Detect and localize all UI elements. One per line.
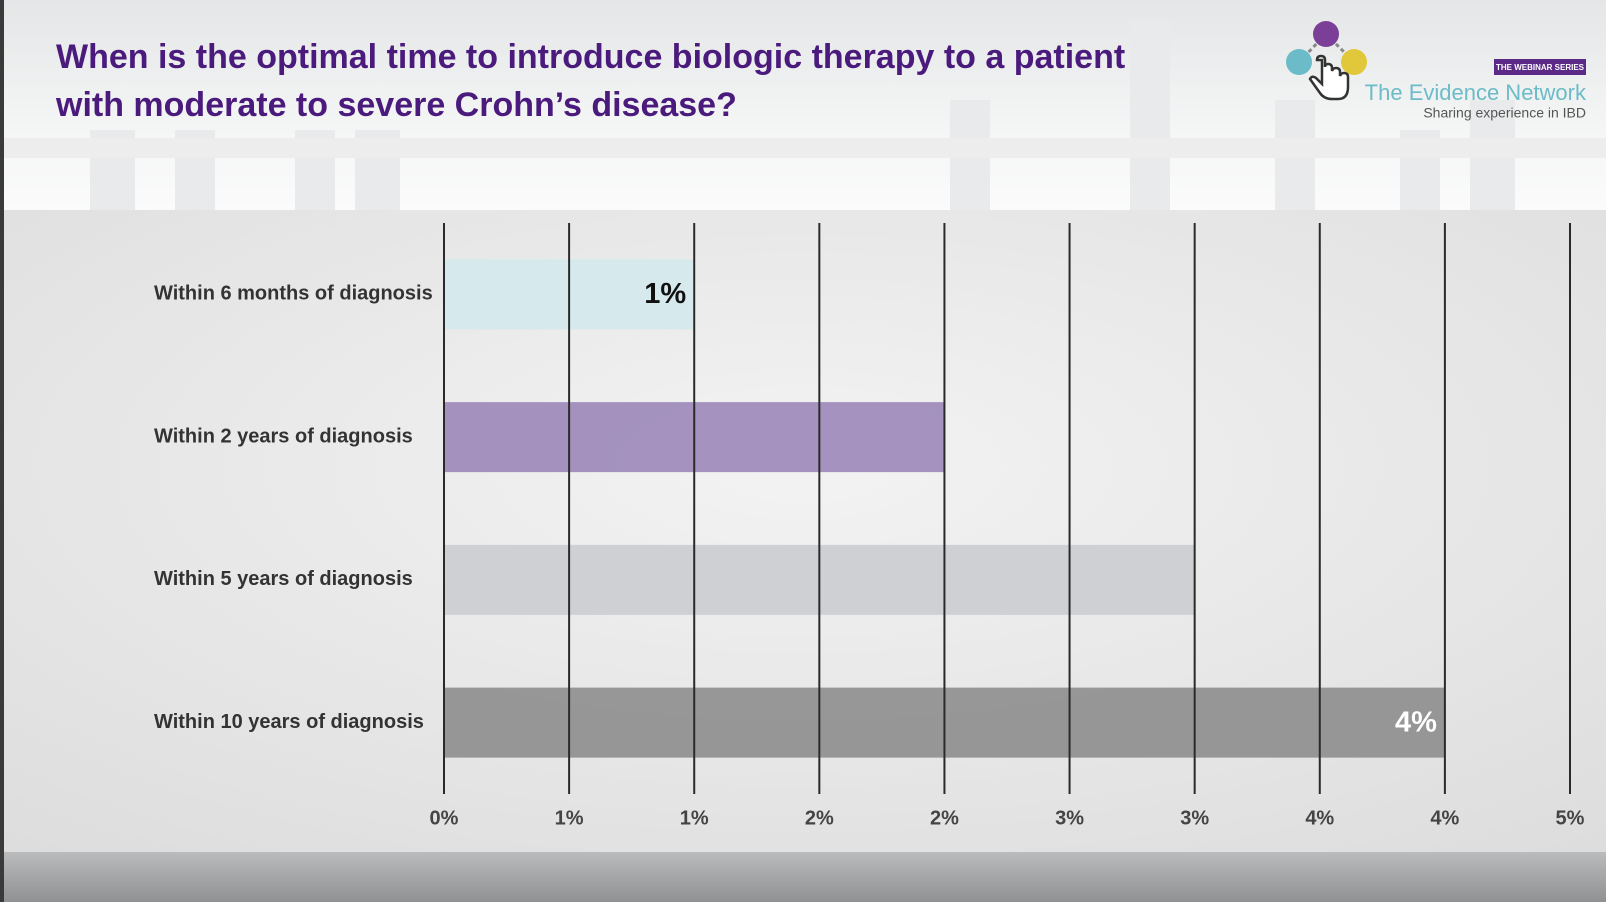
left-edge bbox=[0, 0, 4, 902]
x-tick-label: 1% bbox=[680, 807, 709, 829]
logo-badge: THE WEBINAR SERIES bbox=[1496, 63, 1585, 72]
x-tick-label: 0% bbox=[430, 807, 459, 829]
title-line: When is the optimal time to introduce bi… bbox=[56, 38, 1125, 76]
category-label: Within 2 years of diagnosis bbox=[154, 425, 413, 447]
category-label: Within 10 years of diagnosis bbox=[154, 711, 424, 733]
x-tick-label: 4% bbox=[1430, 807, 1459, 829]
logo-tagline: Sharing experience in IBD bbox=[1423, 105, 1586, 121]
logo-name: The Evidence Network bbox=[1365, 80, 1587, 105]
x-tick-label: 3% bbox=[1180, 807, 1209, 829]
floor bbox=[0, 852, 1606, 902]
x-tick-label: 2% bbox=[805, 807, 834, 829]
x-tick-label: 3% bbox=[1055, 807, 1084, 829]
pillars bbox=[0, 20, 1606, 210]
x-tick-label: 1% bbox=[555, 807, 584, 829]
logo: THE WEBINAR SERIES The Evidence Network … bbox=[1286, 21, 1587, 121]
x-tick-label: 2% bbox=[930, 807, 959, 829]
category-label: Within 5 years of diagnosis bbox=[154, 568, 413, 590]
title-line: with moderate to severe Crohn’s disease? bbox=[55, 86, 737, 124]
x-tick-label: 5% bbox=[1556, 807, 1585, 829]
data-label: 1% bbox=[644, 278, 686, 310]
category-label: Within 6 months of diagnosis bbox=[154, 283, 433, 305]
data-label: 4% bbox=[1395, 706, 1437, 738]
x-tick-label: 4% bbox=[1305, 807, 1334, 829]
